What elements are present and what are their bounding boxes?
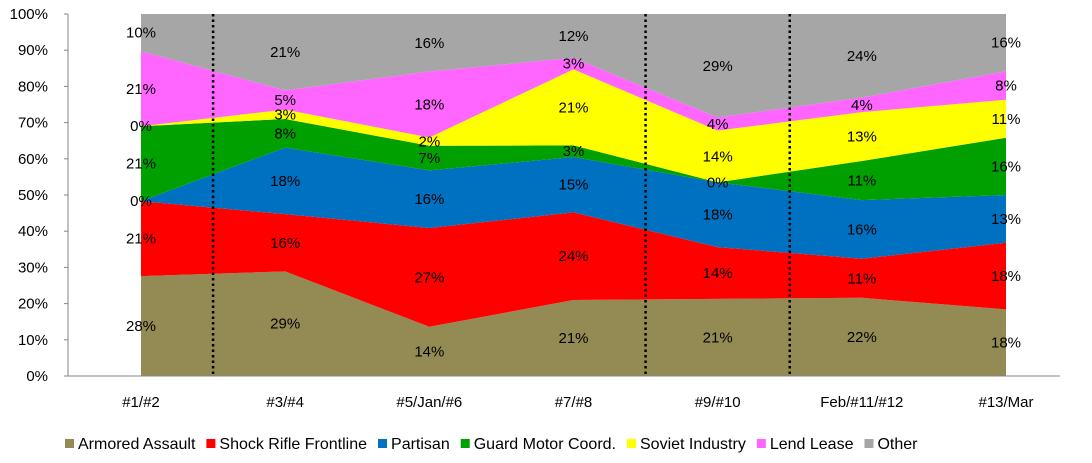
- data-label: 21%: [126, 231, 156, 248]
- legend-item-guard-motor-coord: Guard Motor Coord.: [460, 436, 616, 453]
- x-tick-label: #7/#8: [555, 394, 593, 411]
- legend-swatch: [206, 439, 216, 448]
- data-label: 16%: [270, 235, 300, 252]
- data-label: 22%: [847, 329, 877, 346]
- y-tick-label: 90%: [18, 42, 48, 59]
- data-label: 11%: [847, 173, 876, 190]
- y-tick-label: 100%: [10, 6, 48, 23]
- data-label: 3%: [563, 56, 585, 73]
- data-label: 21%: [126, 156, 156, 173]
- data-label: 29%: [703, 58, 733, 75]
- legend-label: Lend Lease: [770, 436, 854, 453]
- data-label: 0%: [707, 174, 729, 191]
- legend-label: Soviet Industry: [640, 436, 746, 453]
- legend-swatch: [460, 439, 470, 448]
- legend-item-soviet-industry: Soviet Industry: [627, 436, 746, 453]
- data-label: 3%: [563, 143, 585, 160]
- y-tick-label: 60%: [18, 151, 48, 168]
- legend-label: Guard Motor Coord.: [474, 436, 616, 453]
- area-lend-lease: [141, 51, 1006, 138]
- y-tick-label: 80%: [18, 78, 48, 95]
- data-label: 21%: [270, 44, 300, 61]
- legend-item-armored-assault: Armored Assault: [65, 436, 196, 453]
- data-label: 16%: [414, 191, 444, 208]
- data-label: 11%: [992, 111, 1021, 128]
- legend-item-partisan: Partisan: [378, 436, 450, 453]
- legend-label: Shock Rifle Frontline: [219, 436, 367, 453]
- y-tick-label: 40%: [18, 223, 48, 240]
- x-tick-labels: #1/#2 #3/#4 #5/Jan/#6 #7/#8 #9/#10 Feb/#11/#1…: [122, 394, 1033, 411]
- data-label: 14%: [414, 343, 444, 360]
- data-label: 12%: [558, 28, 588, 45]
- x-tick-label: #1/#2: [122, 394, 160, 411]
- data-label: 7%: [418, 150, 440, 167]
- data-label: 2%: [418, 134, 440, 151]
- data-label: 3%: [274, 106, 296, 123]
- data-label: 14%: [703, 265, 733, 282]
- data-label: 16%: [847, 221, 877, 238]
- data-label: 18%: [414, 97, 444, 114]
- data-label: 16%: [991, 158, 1021, 175]
- legend-swatch: [627, 439, 636, 448]
- x-tick-label: #13/Mar: [978, 394, 1033, 411]
- data-label: 8%: [274, 125, 296, 142]
- y-tick-labels: 0% 10% 20% 30% 40% 50% 60% 70% 80% 90% 100%: [10, 6, 68, 385]
- x-tick-label: #9/#10: [695, 394, 741, 411]
- legend: Armored Assault Shock Rifle Frontline Part…: [65, 436, 918, 453]
- data-label: 0%: [130, 118, 152, 135]
- legend-swatch: [378, 439, 388, 448]
- data-label: 29%: [270, 316, 300, 333]
- legend-swatch: [864, 439, 874, 448]
- x-tick-label: #5/Jan/#6: [396, 394, 462, 411]
- data-labels: 28% 29% 14% 21% 21% 22% 18% 21% 16% 27% 24% 14% 11% 1…: [126, 25, 1021, 361]
- data-label: 8%: [995, 77, 1017, 94]
- data-label: 18%: [270, 173, 300, 190]
- legend-label: Other: [877, 436, 918, 453]
- data-label: 11%: [847, 270, 876, 287]
- data-label: 15%: [558, 177, 588, 194]
- legend-label: Armored Assault: [78, 436, 196, 453]
- data-label: 18%: [991, 268, 1021, 285]
- y-tick-label: 20%: [18, 296, 48, 313]
- legend-swatch: [65, 439, 74, 448]
- legend-item-other: Other: [864, 436, 918, 453]
- x-tick-label: Feb/#11/#12: [820, 394, 903, 411]
- data-label: 27%: [414, 269, 444, 286]
- y-tick-label: 0%: [26, 368, 48, 385]
- data-label: 5%: [274, 92, 296, 109]
- data-label: 16%: [414, 35, 444, 52]
- data-label: 13%: [847, 129, 877, 146]
- data-label: 13%: [991, 211, 1021, 228]
- data-label: 24%: [558, 248, 588, 265]
- data-label: 0%: [130, 193, 152, 210]
- y-tick-label: 30%: [18, 259, 48, 276]
- data-label: 18%: [991, 335, 1021, 352]
- data-label: 21%: [126, 81, 156, 98]
- y-tick-label: 70%: [18, 115, 48, 132]
- y-tick-label: 10%: [18, 332, 48, 349]
- data-label: 4%: [707, 116, 729, 133]
- legend-item-lend-lease: Lend Lease: [756, 436, 854, 453]
- data-label: 10%: [126, 25, 156, 42]
- data-label: 21%: [558, 99, 588, 116]
- data-label: 16%: [991, 35, 1021, 52]
- data-label: 28%: [126, 318, 156, 335]
- legend-label: Partisan: [391, 436, 450, 453]
- area-soviet-industry: [141, 69, 1006, 183]
- legend-item-shock-rifle-frontline: Shock Rifle Frontline: [206, 436, 367, 453]
- data-label: 21%: [558, 330, 588, 347]
- data-label: 24%: [847, 48, 877, 65]
- legend-swatch: [756, 439, 766, 448]
- y-tick-label: 50%: [18, 187, 48, 204]
- data-label: 18%: [703, 207, 733, 224]
- data-label: 14%: [703, 148, 733, 165]
- data-label: 21%: [703, 329, 733, 346]
- data-label: 4%: [851, 97, 873, 114]
- x-tick-label: #3/#4: [266, 394, 304, 411]
